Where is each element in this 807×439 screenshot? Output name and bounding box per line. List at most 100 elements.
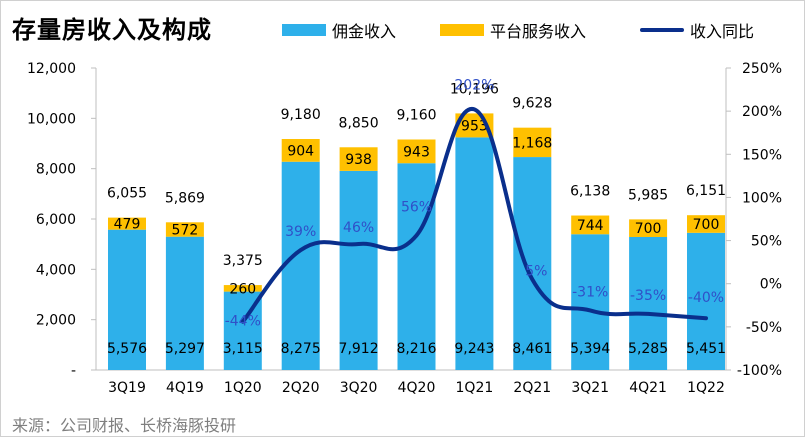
source-note: 来源：公司财报、长桥海豚投研 [12,416,237,435]
total-data-label: 5,985 [628,187,668,203]
left-tick-label: - [71,363,76,379]
bar-platform [165,222,204,237]
x-tick-label: 4Q19 [166,380,204,396]
yoy-data-label: -44% [225,314,261,330]
x-tick-label: 2Q20 [282,380,320,396]
commission-data-label: 5,451 [686,341,726,357]
left-tick-label: 6,000 [36,212,76,228]
right-tick-label: 100% [742,190,782,206]
platform-data-label: 1,168 [512,135,552,151]
bar-commission [513,157,552,370]
total-data-label: 6,138 [570,184,610,200]
bar-commission [397,163,436,370]
yoy-line [240,107,708,324]
bar-commission [339,170,378,370]
commission-data-label: 7,912 [339,341,379,357]
x-tick-label: 4Q21 [629,380,667,396]
platform-data-label: 260 [229,281,256,297]
legend-swatch-yoy [640,28,684,32]
commission-data-label: 5,285 [628,341,668,357]
legend-item-commission: 佣金收入 [282,18,396,42]
total-data-label: 3,375 [223,253,263,269]
legend-swatch-commission [282,24,326,36]
total-data-label: 6,151 [686,183,726,199]
platform-data-label: 943 [403,144,430,160]
total-data-label: 6,055 [107,186,147,202]
legend-item-platform: 平台服务收入 [440,18,586,42]
bar-platform [571,215,610,235]
legend-label-commission: 佣金收入 [332,22,397,41]
yoy-data-label: 202% [454,77,494,93]
right-tick-label: 50% [751,234,782,250]
chart-title: 存量房收入及构成 [12,16,212,44]
commission-data-label: 9,243 [454,341,494,357]
legend-label-yoy: 收入同比 [690,22,755,41]
yoy-data-label: 46% [343,220,374,236]
yoy-data-label: -31% [572,284,608,300]
bar-platform [513,127,552,158]
yoy-data-label: -40% [688,290,724,306]
right-tick-label: 200% [742,104,782,120]
commission-data-label: 5,297 [165,341,205,357]
commission-data-label: 3,115 [223,341,263,357]
bar-commission [281,161,320,370]
x-tick-label: 4Q20 [398,380,436,396]
legend-item-yoy: 收入同比 [640,18,754,42]
bar-platform [108,217,146,230]
total-data-label: 9,628 [512,96,552,112]
right-tick-label: 250% [742,61,782,77]
bar-platform [223,285,262,292]
yoy-data-label: 39% [285,224,316,240]
platform-data-label: 572 [172,222,199,238]
x-tick-label: 3Q19 [108,380,146,396]
bar-platform [281,138,320,162]
total-data-label: 9,160 [396,107,436,123]
legend-label-platform: 平台服务收入 [490,22,587,41]
left-tick-label: 8,000 [36,162,76,178]
left-tick-label: 4,000 [36,262,76,278]
total-data-label: 9,180 [281,107,321,123]
bar-commission [165,236,204,370]
bar-commission [687,232,725,370]
yoy-data-label: 5% [525,263,547,279]
x-tick-label: 2Q21 [513,380,551,396]
right-tick-label: 0% [760,277,782,293]
bar-platform [397,139,436,164]
legend-swatch-platform [440,24,484,36]
total-data-label: 10,196 [450,81,499,97]
left-tick-label: 12,000 [27,61,76,77]
x-tick-label: 3Q20 [340,380,378,396]
commission-data-label: 8,275 [281,341,321,357]
commission-data-label: 8,461 [512,341,552,357]
left-tick-label: 2,000 [36,313,76,329]
platform-data-label: 700 [693,217,720,233]
platform-data-label: 479 [114,217,141,233]
platform-data-label: 938 [345,152,372,168]
platform-data-label: 744 [577,218,604,234]
yoy-data-label: 56% [401,199,432,215]
commission-data-label: 5,576 [107,341,147,357]
x-tick-label: 1Q21 [456,380,494,396]
left-tick-label: 10,000 [27,111,76,127]
yoy-data-label: -35% [630,288,666,304]
x-tick-label: 1Q22 [687,380,725,396]
bar-platform [629,219,668,237]
platform-data-label: 904 [287,143,314,159]
right-tick-label: -50% [746,320,782,336]
x-tick-label: 1Q20 [224,380,262,396]
commission-data-label: 5,394 [570,341,610,357]
right-tick-label: -100% [737,363,782,379]
bar-commission [629,236,668,370]
bar-commission [108,229,146,370]
total-data-label: 5,869 [165,190,205,206]
total-data-label: 8,850 [339,115,379,131]
platform-data-label: 700 [635,221,662,237]
bar-platform [687,215,725,233]
x-tick-label: 3Q21 [571,380,609,396]
commission-data-label: 8,216 [396,341,436,357]
platform-data-label: 953 [461,118,488,134]
bar-commission [455,137,494,370]
bar-commission [571,234,610,370]
